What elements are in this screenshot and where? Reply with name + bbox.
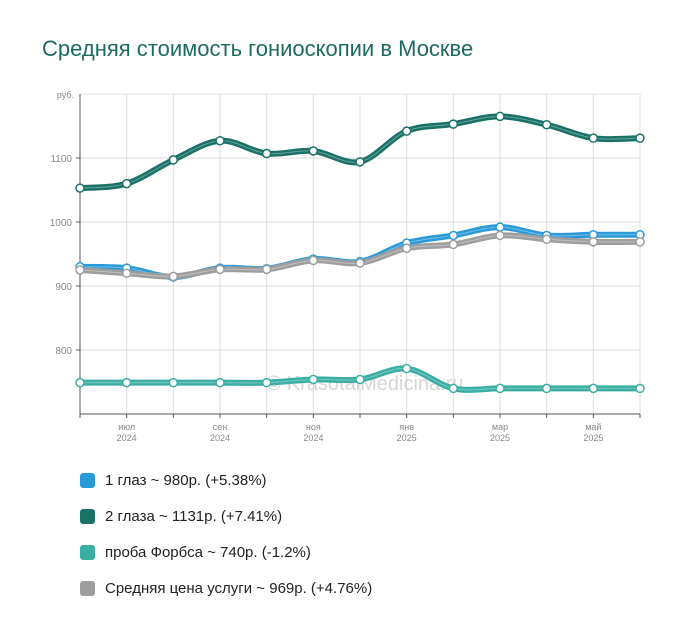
legend-swatch [80,580,95,596]
data-point [495,111,505,122]
data-point [588,237,599,247]
data-point [168,271,179,282]
x-tick-label-year: 2025 [490,433,510,443]
data-point [75,183,85,193]
data-point [121,178,132,189]
legend-label: 2 глаза ~ 1131р. (+7.41%) [105,507,283,525]
data-point [261,264,272,275]
legend-item-average-price[interactable]: Средняя цена услуги ~ 969р. (+4.76%) [80,570,372,606]
data-point [541,234,552,245]
legend-swatch [80,508,95,524]
x-tick-label-year: 2024 [303,433,323,443]
data-point [401,363,412,374]
data-point [541,119,552,130]
data-point [308,146,319,156]
data-point [75,265,85,275]
data-point [588,133,599,143]
data-point [215,135,225,146]
data-point [168,155,179,165]
x-tick-label-month: ноя [306,422,321,432]
data-point [355,374,365,385]
x-tick-label-month: мар [492,422,508,432]
data-point [215,264,225,275]
data-point [121,268,132,278]
x-tick-label-month: июл [118,422,135,432]
y-tick-label: 1100 [50,154,72,165]
data-point [495,383,505,394]
line-chart: руб.80090010001100июл2024сен2024ноя2024я… [50,90,645,443]
data-point [401,126,412,136]
x-tick-label-year: 2024 [210,433,230,443]
legend-label: проба Форбса ~ 740р. (-1.2%) [105,543,311,561]
data-point [541,383,552,394]
x-tick-label-year: 2025 [583,433,603,443]
data-point [75,377,85,388]
x-tick-label-month: сен [213,422,228,432]
legend-item-1-eye[interactable]: 1 глаз ~ 980р. (+5.38%) [80,462,372,498]
chart-legend: 1 глаз ~ 980р. (+5.38%) 2 глаза ~ 1131р.… [80,462,372,606]
y-tick-label: 800 [55,346,72,357]
legend-swatch [80,472,95,488]
legend-swatch [80,544,95,560]
data-point [355,157,365,167]
data-point [635,133,645,143]
data-point [261,148,272,159]
data-point [495,230,505,241]
data-point [448,119,459,129]
data-point [308,374,319,385]
data-point [635,383,645,394]
data-point [495,222,505,232]
data-point [448,239,459,250]
legend-label: 1 глаз ~ 980р. (+5.38%) [105,471,267,489]
legend-item-2-eyes[interactable]: 2 глаза ~ 1131р. (+7.41%) [80,498,372,534]
data-point [588,383,599,394]
data-point [401,243,412,253]
data-point [168,377,179,388]
data-point [215,377,225,388]
legend-label: Средняя цена услуги ~ 969р. (+4.76%) [105,579,373,597]
x-tick-label-month: янв [399,422,414,432]
data-point [261,377,272,388]
x-tick-label-month: май [585,422,601,432]
data-point [355,258,365,268]
y-axis-unit-label: руб. [57,90,74,100]
x-tick-label-year: 2024 [117,433,137,443]
data-point [121,377,132,388]
legend-item-forbes-test[interactable]: проба Форбса ~ 740р. (-1.2%) [80,534,372,570]
x-tick-label-year: 2025 [397,433,417,443]
y-tick-label: 1000 [50,218,73,229]
data-point [448,230,459,241]
chart-title: Средняя стоимость гониоскопии в Москве [42,36,474,61]
y-tick-label: 900 [55,282,72,293]
data-point [308,255,319,266]
data-point [635,237,645,247]
data-point [448,383,459,394]
